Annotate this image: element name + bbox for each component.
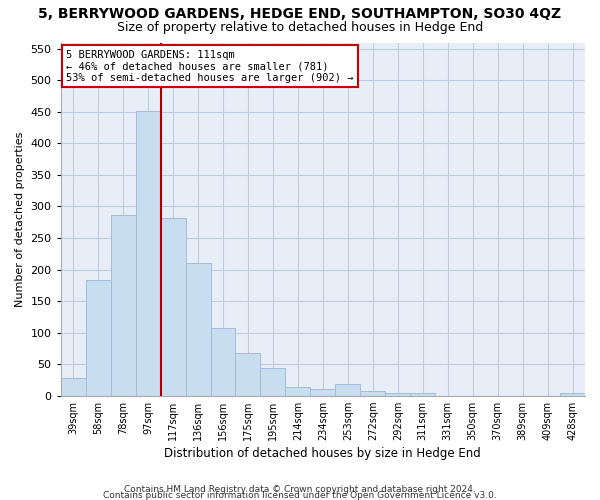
Bar [211,328,235,396]
Bar [260,368,286,396]
Bar [110,214,136,396]
Bar [136,111,161,396]
Bar [61,378,86,396]
Bar [385,393,410,396]
Text: Contains HM Land Registry data © Crown copyright and database right 2024.: Contains HM Land Registry data © Crown c… [124,484,476,494]
Text: Contains public sector information licensed under the Open Government Licence v3: Contains public sector information licen… [103,490,497,500]
Bar [286,388,310,396]
Bar [335,384,361,396]
Text: Size of property relative to detached houses in Hedge End: Size of property relative to detached ho… [117,21,483,34]
Bar [161,218,185,396]
Bar [310,389,335,396]
Bar [86,280,110,396]
Bar [235,353,260,396]
Bar [560,393,585,396]
Bar [361,390,385,396]
Bar [185,262,211,396]
Text: 5, BERRYWOOD GARDENS, HEDGE END, SOUTHAMPTON, SO30 4QZ: 5, BERRYWOOD GARDENS, HEDGE END, SOUTHAM… [38,8,562,22]
Bar [410,392,435,396]
Y-axis label: Number of detached properties: Number of detached properties [15,132,25,307]
Text: 5 BERRYWOOD GARDENS: 111sqm
← 46% of detached houses are smaller (781)
53% of se: 5 BERRYWOOD GARDENS: 111sqm ← 46% of det… [66,50,353,83]
X-axis label: Distribution of detached houses by size in Hedge End: Distribution of detached houses by size … [164,447,481,460]
